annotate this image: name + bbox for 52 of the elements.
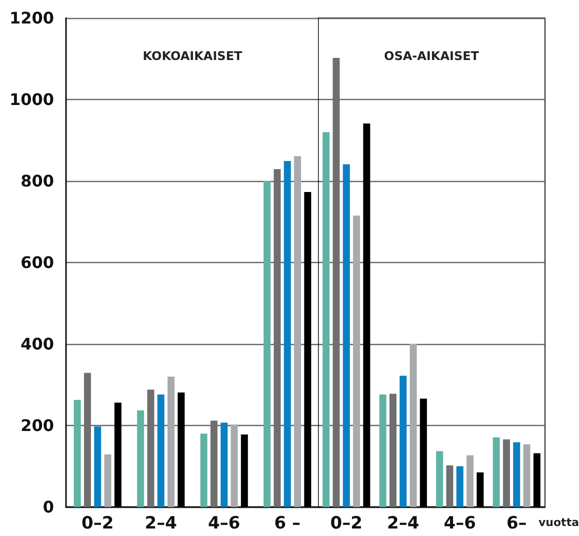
y-tick-label: 600 [20, 253, 54, 272]
text: OSA-AIKAISET [384, 49, 480, 63]
y-tick-label: 400 [20, 334, 54, 354]
text: KOKOAIKAISET [142, 49, 244, 63]
bar [304, 192, 312, 507]
bar [114, 402, 122, 507]
x-tick-label: 6 – [274, 514, 300, 534]
bar [456, 466, 464, 507]
x-tick-label: 6– [506, 514, 527, 534]
y-tick-label: 800 [20, 172, 54, 190]
bar [446, 465, 454, 507]
bar [513, 442, 520, 507]
bar [220, 422, 228, 507]
text: vuotta [538, 516, 579, 529]
bar [353, 216, 360, 507]
y-tick-label: 0 [42, 498, 54, 516]
bar [466, 455, 474, 507]
bar [379, 394, 386, 507]
bar [420, 398, 427, 507]
bar [533, 453, 540, 507]
bar [230, 424, 238, 507]
x-tick-label: 0–2 [330, 514, 362, 534]
x-tick-label: 0–2 [82, 514, 114, 534]
y-tick-label: 200 [20, 416, 54, 435]
bar [492, 437, 500, 507]
bar [284, 161, 291, 507]
y-tick-label: 1200 [9, 8, 54, 28]
bar [436, 451, 444, 507]
x-tick-label: 2–4 [144, 514, 178, 534]
x-tick-label: 2–4 [387, 514, 420, 534]
bar [168, 376, 175, 507]
bar [264, 181, 271, 507]
x-tick-label: 4–6 [444, 514, 476, 534]
bar [523, 444, 530, 507]
bar [294, 156, 302, 507]
bar [74, 400, 81, 507]
x-tick-label: 4–6 [208, 514, 240, 534]
bar [240, 434, 248, 507]
bar [104, 454, 112, 507]
bar [200, 434, 208, 507]
bar [476, 472, 484, 507]
bar [157, 394, 164, 507]
bar [94, 426, 102, 507]
bar [400, 376, 407, 507]
bar [502, 439, 510, 507]
y-tick-label: 1000 [9, 90, 54, 109]
bar [178, 392, 185, 507]
bar [322, 132, 330, 507]
bar [342, 164, 350, 507]
bar [137, 410, 144, 507]
bar [410, 344, 417, 507]
bar [363, 124, 370, 507]
